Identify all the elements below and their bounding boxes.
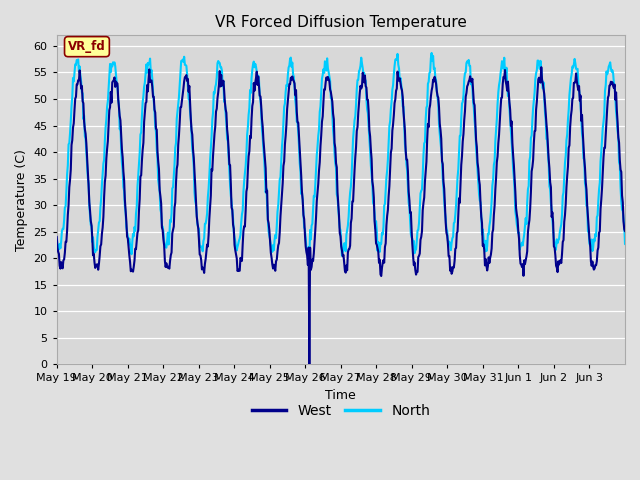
Y-axis label: Temperature (C): Temperature (C) (15, 149, 28, 251)
Text: VR_fd: VR_fd (68, 40, 106, 53)
Title: VR Forced Diffusion Temperature: VR Forced Diffusion Temperature (215, 15, 467, 30)
Legend: West, North: West, North (246, 398, 436, 423)
X-axis label: Time: Time (326, 389, 356, 402)
